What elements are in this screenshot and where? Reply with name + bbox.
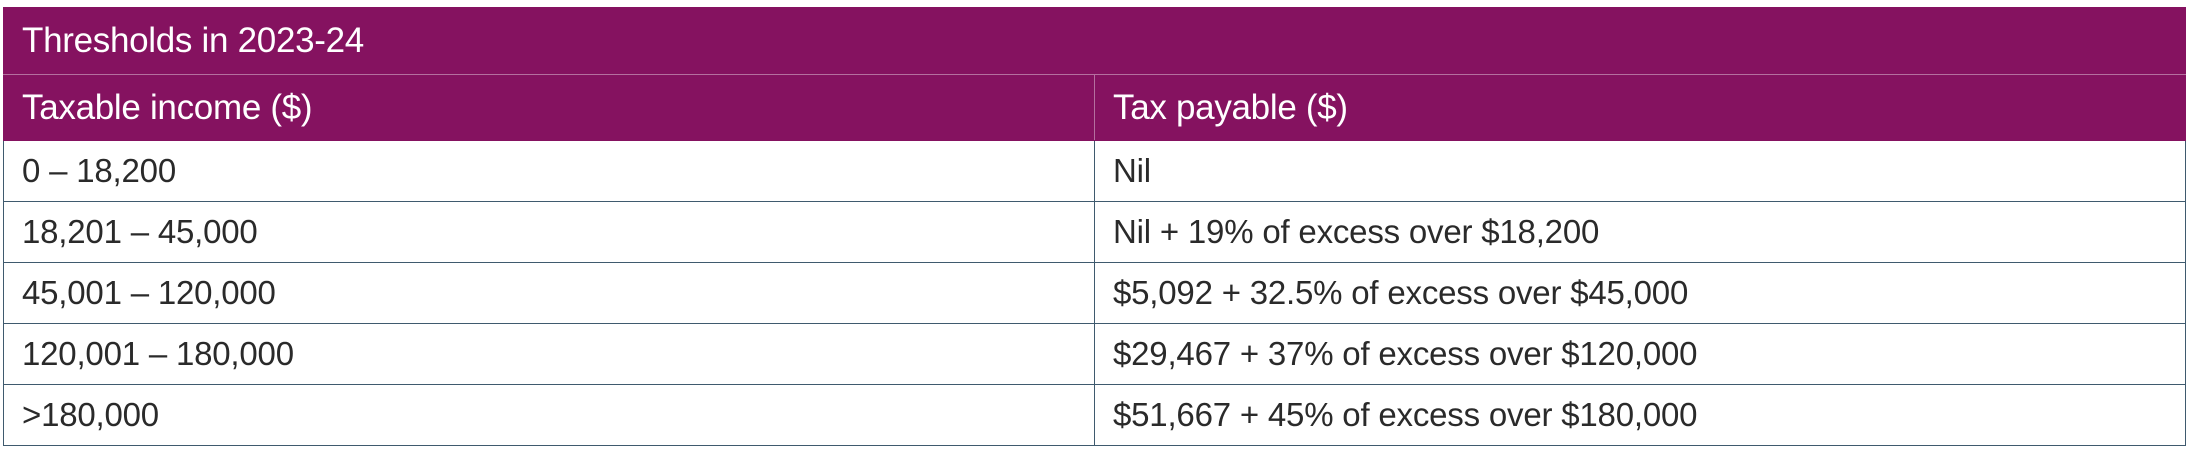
- taxable-income-cell: 45,001 – 120,000: [3, 262, 1095, 324]
- table-row: 18,201 – 45,000 Nil + 19% of excess over…: [3, 201, 2187, 263]
- table-row: 0 – 18,200 Nil: [3, 140, 2187, 202]
- tax-payable-cell: Nil: [1093, 140, 2187, 202]
- table-row: 45,001 – 120,000 $5,092 + 32.5% of exces…: [3, 262, 2187, 324]
- tax-thresholds-table: Thresholds in 2023-24 Taxable income ($)…: [2, 7, 2187, 446]
- taxable-income-cell: 0 – 18,200: [3, 140, 1095, 202]
- taxable-income-cell: 18,201 – 45,000: [3, 201, 1095, 263]
- table-header-row: Taxable income ($) Tax payable ($): [3, 74, 2187, 141]
- tax-payable-cell: Nil + 19% of excess over $18,200: [1093, 201, 2187, 263]
- table-title: Thresholds in 2023-24: [2, 7, 2187, 75]
- tax-payable-cell: $51,667 + 45% of excess over $180,000: [1093, 384, 2187, 446]
- column-header-taxable-income: Taxable income ($): [3, 74, 1095, 141]
- table-title-row: Thresholds in 2023-24: [2, 7, 2187, 75]
- taxable-income-cell: >180,000: [3, 384, 1095, 446]
- tax-payable-cell: $29,467 + 37% of excess over $120,000: [1093, 323, 2187, 385]
- table-row: >180,000 $51,667 + 45% of excess over $1…: [3, 384, 2187, 446]
- table-row: 120,001 – 180,000 $29,467 + 37% of exces…: [3, 323, 2187, 385]
- tax-payable-cell: $5,092 + 32.5% of excess over $45,000: [1093, 262, 2187, 324]
- column-header-tax-payable: Tax payable ($): [1093, 74, 2187, 141]
- taxable-income-cell: 120,001 – 180,000: [3, 323, 1095, 385]
